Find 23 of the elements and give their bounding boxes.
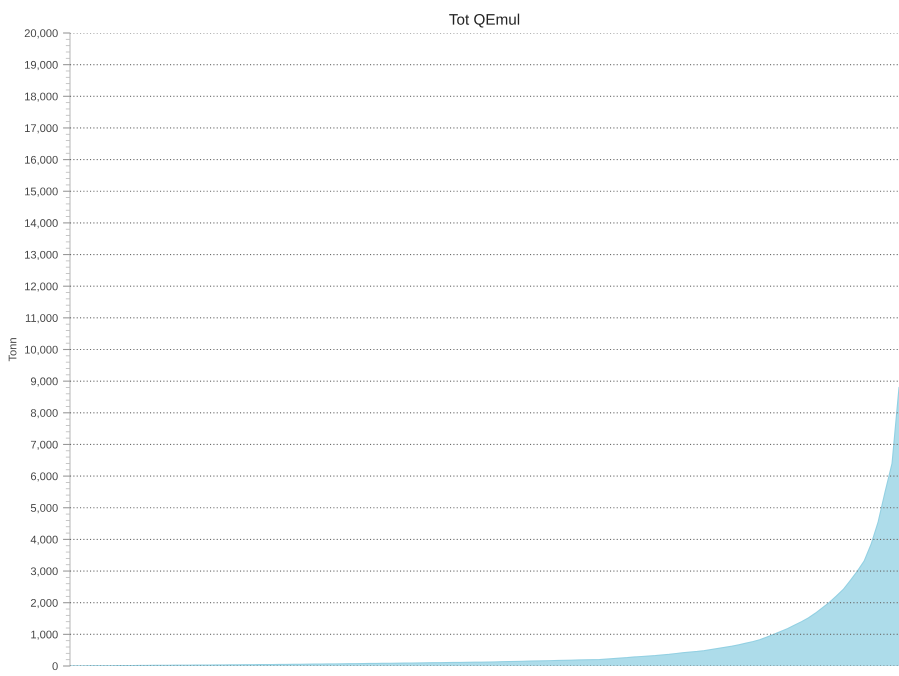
y-tick-label: 19,000 — [25, 60, 58, 70]
y-tick-label: 18,000 — [25, 92, 58, 102]
y-tick-label: 13,000 — [25, 250, 58, 260]
y-axis-title: Tonn — [8, 338, 16, 362]
y-tick-label: 1,000 — [31, 630, 58, 640]
y-tick-label: 5,000 — [30, 504, 58, 514]
y-tick-label: 17,000 — [25, 124, 58, 134]
y-tick-label: 8,000 — [30, 409, 58, 418]
y-tick-label: 14,000 — [25, 219, 58, 228]
y-tick-label: 9,000 — [30, 377, 58, 387]
y-tick-label: 15,000 — [25, 188, 58, 197]
y-tick-label: 11,000 — [26, 314, 58, 324]
y-tick-label: 7,000 — [30, 440, 58, 450]
y-tick-label: 3,000 — [30, 567, 58, 576]
y-tick-label: 4,000 — [30, 536, 58, 545]
y-tick-label: 6,000 — [30, 472, 58, 482]
y-tick-label: 10,000 — [25, 346, 58, 355]
y-tick-label: 2,000 — [30, 598, 58, 608]
y-tick-label: 0 — [52, 662, 58, 670]
y-tick-label: 12,000 — [25, 282, 58, 292]
chart-title: Tot QEmul — [449, 14, 520, 28]
y-tick-label: 20,000 — [24, 29, 58, 38]
y-tick-label: 16,000 — [25, 156, 58, 166]
